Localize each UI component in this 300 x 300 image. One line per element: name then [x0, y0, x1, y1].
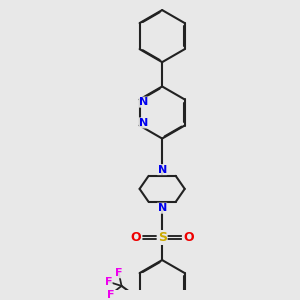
Text: F: F	[105, 277, 112, 287]
Text: F: F	[115, 268, 122, 278]
Text: S: S	[158, 231, 167, 244]
Text: N: N	[140, 97, 149, 107]
Text: F: F	[107, 290, 114, 300]
Text: N: N	[158, 165, 167, 175]
Text: N: N	[140, 118, 149, 128]
Text: N: N	[158, 203, 167, 213]
Text: O: O	[131, 231, 141, 244]
Text: O: O	[183, 231, 194, 244]
